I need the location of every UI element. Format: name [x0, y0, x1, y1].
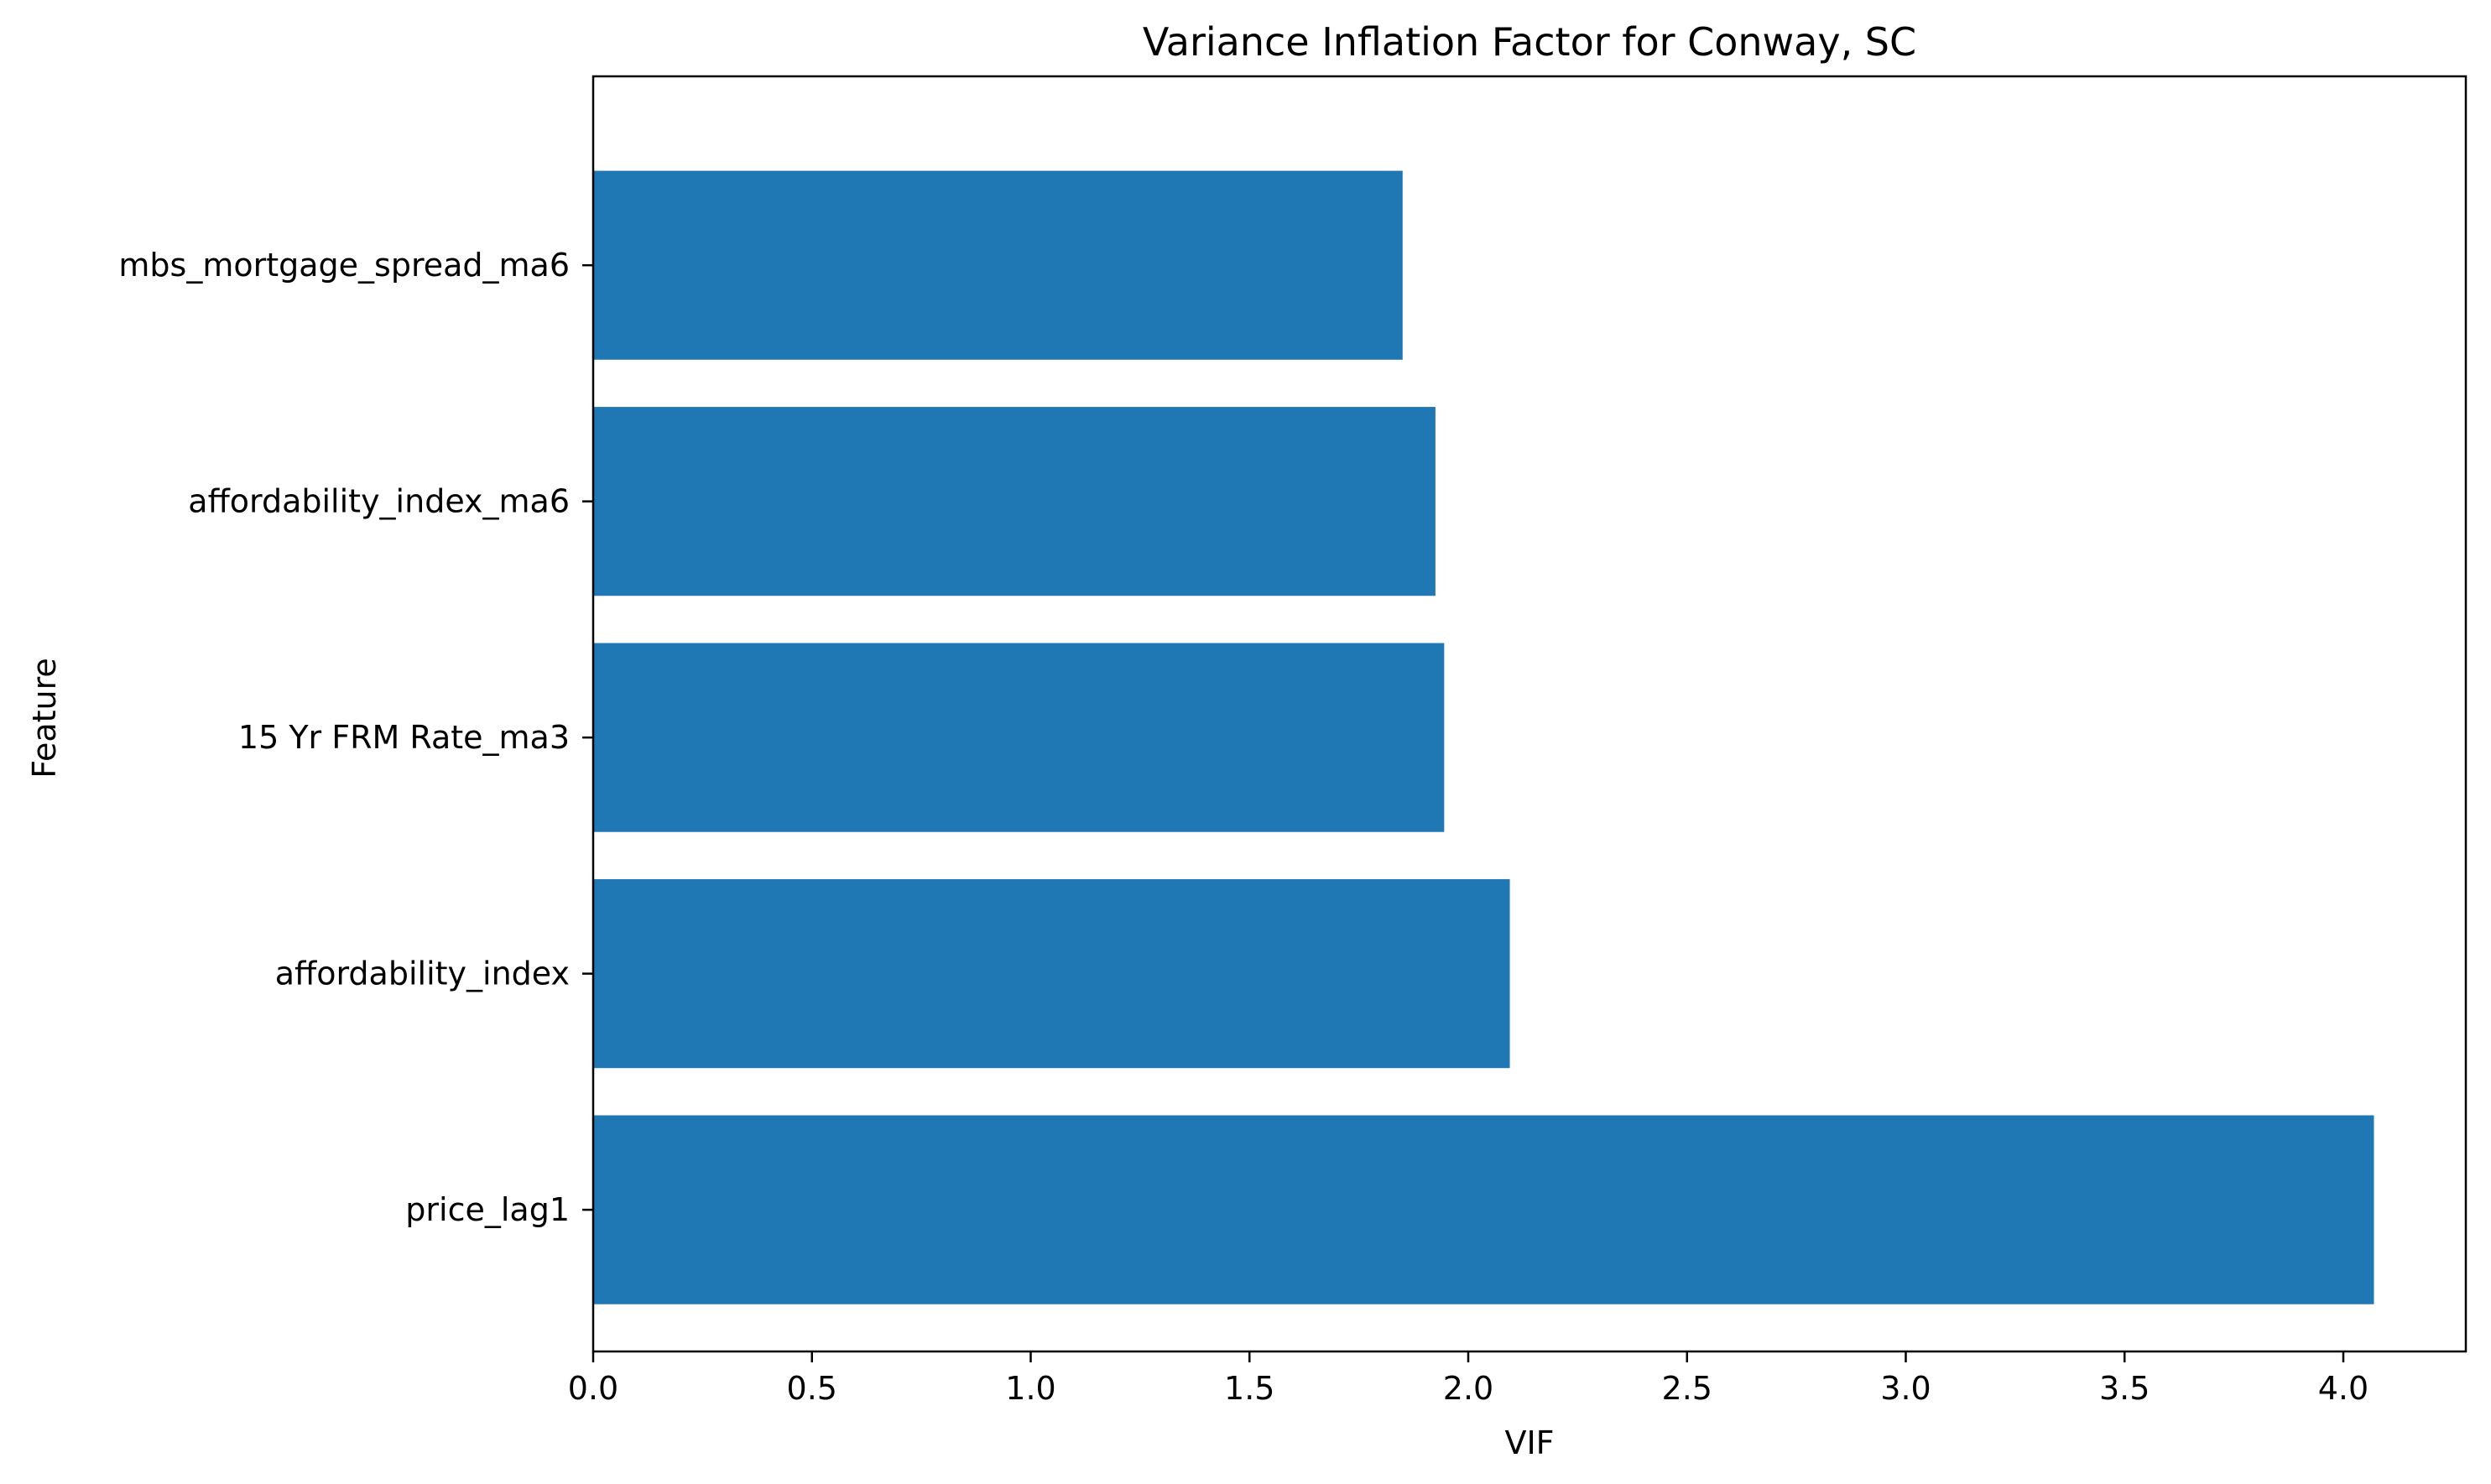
- y-axis-label: Feature: [26, 658, 63, 778]
- bar-15-yr-frm-rate-ma3: [593, 643, 1444, 832]
- y-tick-label-affordability-index-ma6: affordability_index_ma6: [188, 483, 570, 520]
- x-tick-label: 4.0: [2318, 1370, 2369, 1407]
- y-tick-label-15-yr-frm-rate-ma3: 15 Yr FRM Rate_ma3: [238, 719, 570, 756]
- x-axis-label: VIF: [1504, 1424, 1554, 1461]
- bar-affordability-index-ma6: [593, 407, 1436, 596]
- x-tick-label: 2.5: [1662, 1370, 1712, 1407]
- bar-affordability-index: [593, 879, 1510, 1068]
- y-tick-label-affordability-index: affordability_index: [275, 955, 570, 992]
- y-tick-label-mbs-mortgage-spread-ma6: mbs_mortgage_spread_ma6: [118, 247, 570, 284]
- x-tick-label: 2.0: [1443, 1370, 1493, 1407]
- x-tick-label: 3.5: [2099, 1370, 2150, 1407]
- bar-mbs-mortgage-spread-ma6: [593, 171, 1403, 360]
- bar-price-lag1: [593, 1116, 2374, 1304]
- x-tick-label: 3.0: [1880, 1370, 1931, 1407]
- y-tick-label-price-lag1: price_lag1: [405, 1191, 570, 1228]
- x-tick-label: 0.0: [568, 1370, 618, 1407]
- chart-title: Variance Inflation Factor for Conway, SC: [1143, 19, 1916, 65]
- x-tick-label: 0.5: [787, 1370, 837, 1407]
- x-tick-label: 1.0: [1005, 1370, 1055, 1407]
- x-tick-label: 1.5: [1224, 1370, 1274, 1407]
